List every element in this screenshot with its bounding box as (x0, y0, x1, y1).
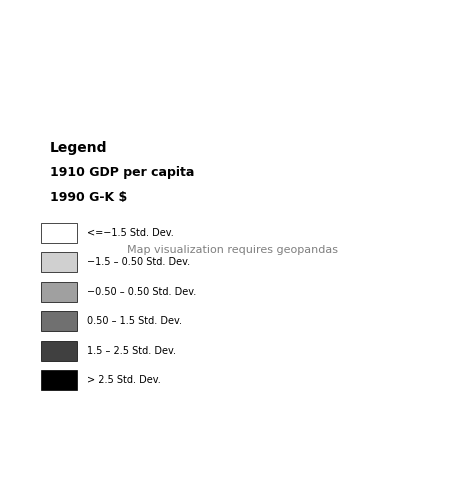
Text: 1.5 – 2.5 Std. Dev.: 1.5 – 2.5 Std. Dev. (87, 346, 176, 356)
Bar (41, 223, 77, 242)
Text: 1910 GDP per capita: 1910 GDP per capita (50, 166, 194, 179)
Text: 0.50 – 1.5 Std. Dev.: 0.50 – 1.5 Std. Dev. (87, 316, 182, 326)
Text: <=−1.5 Std. Dev.: <=−1.5 Std. Dev. (87, 228, 173, 238)
Text: Legend: Legend (50, 140, 108, 154)
Text: 1990 G-K $: 1990 G-K $ (50, 191, 127, 204)
Text: −1.5 – 0.50 Std. Dev.: −1.5 – 0.50 Std. Dev. (87, 258, 190, 268)
Bar (41, 252, 77, 272)
Bar (41, 341, 77, 360)
Bar (41, 312, 77, 331)
Text: −0.50 – 0.50 Std. Dev.: −0.50 – 0.50 Std. Dev. (87, 287, 196, 297)
Bar (41, 370, 77, 390)
Bar (41, 282, 77, 302)
Text: > 2.5 Std. Dev.: > 2.5 Std. Dev. (87, 376, 160, 386)
Text: Map visualization requires geopandas: Map visualization requires geopandas (128, 245, 338, 255)
